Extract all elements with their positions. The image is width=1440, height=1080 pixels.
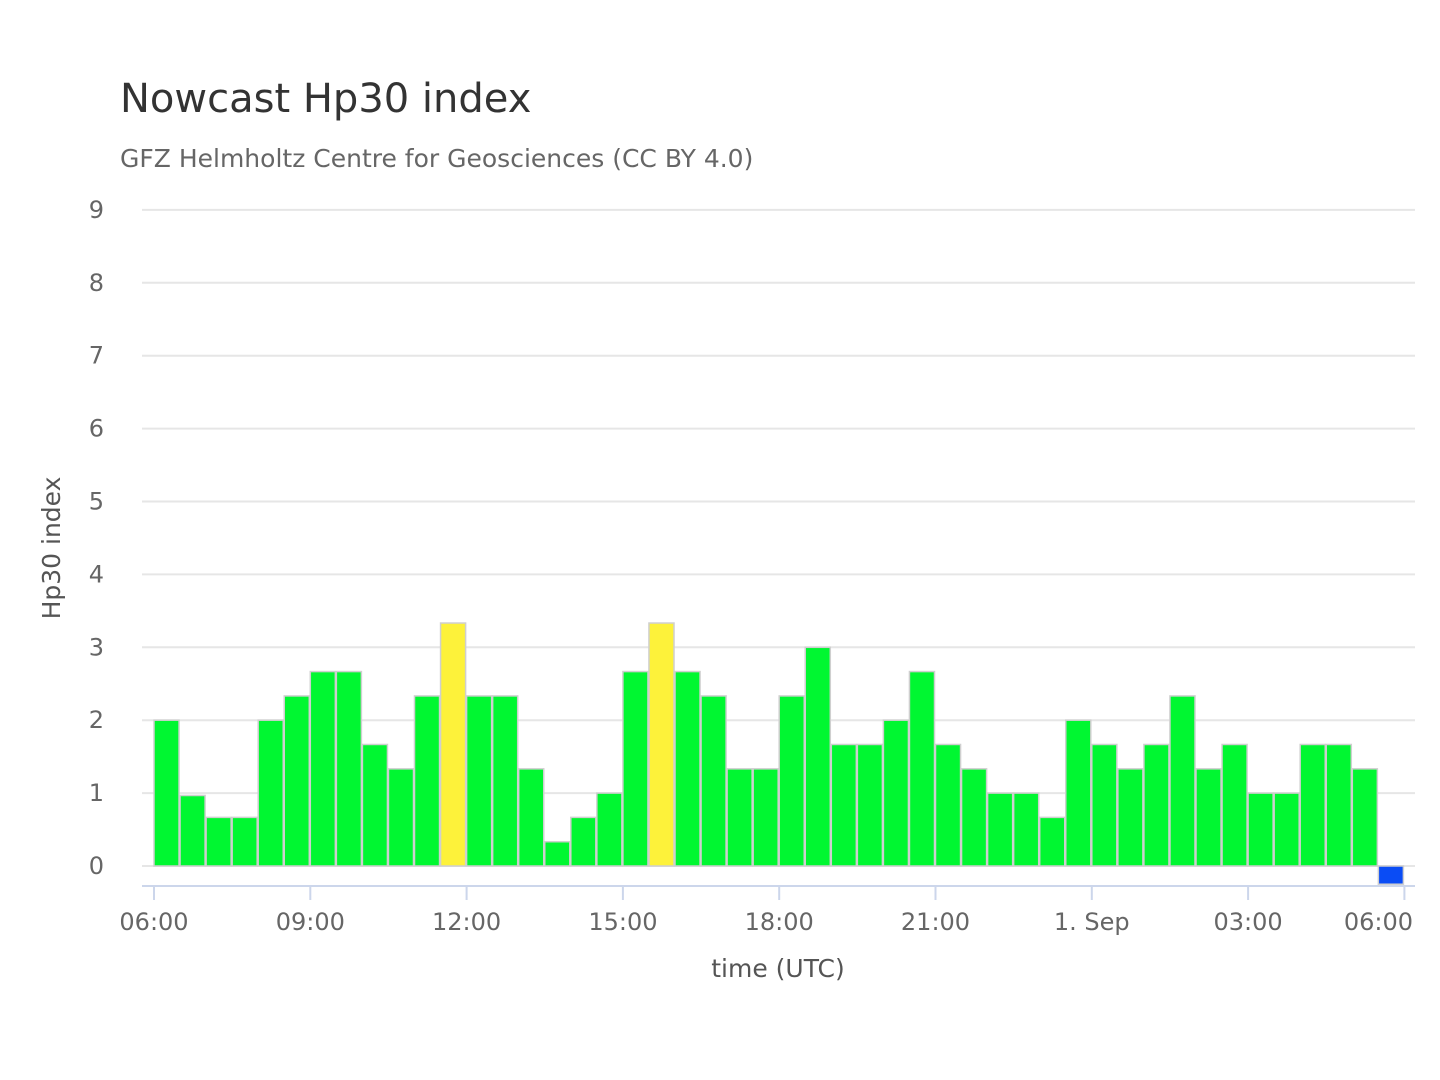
- x-tick-label-4: 18:00: [745, 908, 814, 936]
- bar-40[interactable]: [1195, 768, 1222, 867]
- chart-subtitle: GFZ Helmholtz Centre for Geosciences (CC…: [120, 144, 754, 173]
- bar-2[interactable]: [205, 816, 232, 867]
- bar-13[interactable]: [491, 695, 519, 867]
- bar-33[interactable]: [1012, 792, 1040, 867]
- bar-26[interactable]: [830, 743, 858, 867]
- x-tick-label-1: 09:00: [276, 908, 345, 936]
- y-tick-label-5: 5: [89, 488, 104, 516]
- bar-47[interactable]: [1377, 865, 1405, 885]
- bar-4[interactable]: [257, 719, 285, 867]
- bar-28[interactable]: [882, 719, 910, 867]
- chart-title: Nowcast Hp30 index: [120, 76, 532, 122]
- x-tick-label-0: 06:00: [119, 908, 188, 936]
- bar-44[interactable]: [1299, 743, 1326, 867]
- bar-46[interactable]: [1351, 768, 1379, 867]
- bar-9[interactable]: [387, 768, 415, 867]
- x-tick-label-8: 06:00: [1344, 908, 1413, 936]
- bar-36[interactable]: [1091, 743, 1118, 867]
- x-tick-label-2: 12:00: [432, 908, 501, 936]
- bar-19[interactable]: [648, 622, 675, 867]
- bar-21[interactable]: [700, 695, 727, 867]
- bar-20[interactable]: [674, 670, 701, 867]
- bar-35[interactable]: [1065, 719, 1092, 867]
- bar-6[interactable]: [309, 670, 337, 867]
- bar-45[interactable]: [1325, 743, 1353, 867]
- bar-23[interactable]: [752, 768, 779, 867]
- bar-27[interactable]: [856, 743, 884, 867]
- bar-32[interactable]: [986, 792, 1014, 867]
- y-tick-label-9: 9: [89, 196, 104, 224]
- y-tick-label-3: 3: [89, 633, 104, 661]
- x-axis-title: time (UTC): [711, 954, 845, 983]
- bar-16[interactable]: [570, 816, 597, 867]
- bar-0[interactable]: [153, 719, 180, 867]
- bar-18[interactable]: [622, 670, 649, 867]
- y-tick-label-6: 6: [89, 415, 104, 443]
- bar-11[interactable]: [439, 622, 467, 867]
- bar-10[interactable]: [413, 695, 441, 867]
- x-tick-label-3: 15:00: [588, 908, 657, 936]
- x-tick-label-5: 21:00: [901, 908, 970, 936]
- bars: [153, 622, 1405, 885]
- bar-42[interactable]: [1247, 792, 1274, 867]
- bar-31[interactable]: [960, 768, 988, 867]
- bar-41[interactable]: [1221, 743, 1248, 867]
- bar-15[interactable]: [544, 840, 571, 867]
- y-tick-label-8: 8: [89, 269, 104, 297]
- bar-3[interactable]: [231, 816, 258, 867]
- bar-24[interactable]: [778, 695, 806, 867]
- bar-39[interactable]: [1169, 695, 1196, 867]
- bar-12[interactable]: [465, 695, 493, 867]
- bar-34[interactable]: [1038, 816, 1066, 867]
- bar-29[interactable]: [908, 670, 936, 867]
- bar-1[interactable]: [179, 794, 206, 867]
- x-tick-label-6: 1. Sep: [1054, 908, 1130, 936]
- y-tick-label-1: 1: [89, 779, 104, 807]
- bar-8[interactable]: [361, 743, 389, 867]
- bar-14[interactable]: [517, 768, 545, 867]
- y-tick-label-4: 4: [89, 560, 104, 588]
- bar-17[interactable]: [596, 792, 623, 867]
- axes: 0 1 2 3 4 5 6 7 8 9 06:00 09:00 12:00 15:00 18:00 21:00…: [89, 196, 1415, 936]
- bar-30[interactable]: [934, 743, 962, 867]
- y-tick-label-0: 0: [89, 852, 104, 880]
- x-tick-label-7: 03:00: [1214, 908, 1283, 936]
- bar-43[interactable]: [1273, 792, 1300, 867]
- y-tick-label-2: 2: [89, 706, 104, 734]
- bar-22[interactable]: [726, 768, 753, 867]
- bar-5[interactable]: [283, 695, 311, 867]
- bar-7[interactable]: [335, 670, 363, 867]
- bar-25[interactable]: [804, 646, 832, 867]
- bar-38[interactable]: [1143, 743, 1170, 867]
- y-tick-label-7: 7: [89, 342, 104, 370]
- y-axis-title: Hp30 index: [37, 477, 66, 620]
- bar-37[interactable]: [1117, 768, 1144, 867]
